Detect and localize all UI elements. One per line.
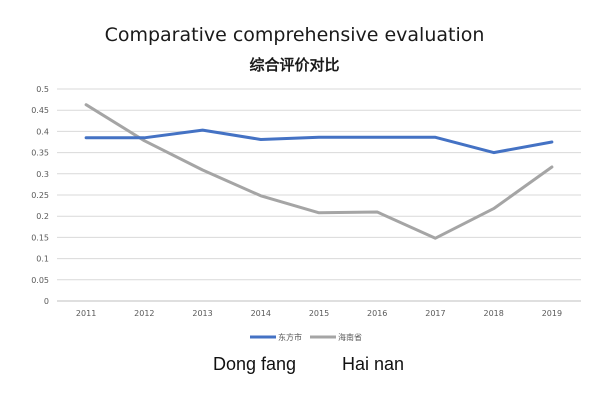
legend-label: 海南省 (338, 332, 362, 342)
y-tick-label: 0.5 (36, 85, 49, 94)
x-tick-label: 2014 (251, 309, 271, 318)
caption-hai-nan: Hai nan (342, 354, 405, 374)
legend: 东方市 海南省 (250, 332, 362, 342)
x-tick-label: 2013 (192, 309, 212, 318)
y-tick-label: 0.2 (36, 212, 49, 221)
y-tick-label: 0.4 (36, 127, 49, 136)
series-lines (84, 103, 554, 240)
x-tick-label: 2019 (542, 309, 562, 318)
x-tick-label: 2017 (425, 309, 445, 318)
series-line (84, 103, 554, 240)
y-tick-label: 0.15 (31, 233, 49, 242)
y-tick-label: 0.05 (31, 276, 49, 285)
y-axis-ticks: 0 0.05 0.1 0.15 0.2 0.25 0.3 0.35 0.4 0.45 0.5 (31, 85, 49, 306)
y-tick-label: 0.45 (31, 106, 49, 115)
x-tick-label: 2015 (309, 309, 329, 318)
x-tick-label: 2016 (367, 309, 387, 318)
y-tick-label: 0.1 (36, 255, 49, 264)
caption-dong-fang: Dong fang (213, 354, 297, 374)
x-tick-label: 2011 (76, 309, 96, 318)
x-tick-label: 2018 (483, 309, 503, 318)
x-axis-ticks: 2011 2012 2013 2014 2015 2016 2017 2018 2019 (76, 309, 562, 318)
chart-subtitle: 综合评价对比 (249, 56, 340, 74)
series-line (84, 128, 554, 155)
y-tick-label: 0.35 (31, 149, 49, 158)
y-tick-label: 0.25 (31, 191, 49, 200)
gridlines (57, 88, 581, 302)
x-tick-label: 2012 (134, 309, 154, 318)
y-tick-label: 0.3 (36, 170, 49, 179)
legend-label: 东方市 (278, 332, 302, 342)
chart-title: Comparative comprehensive evaluation (104, 24, 485, 46)
y-tick-label: 0 (44, 297, 49, 306)
